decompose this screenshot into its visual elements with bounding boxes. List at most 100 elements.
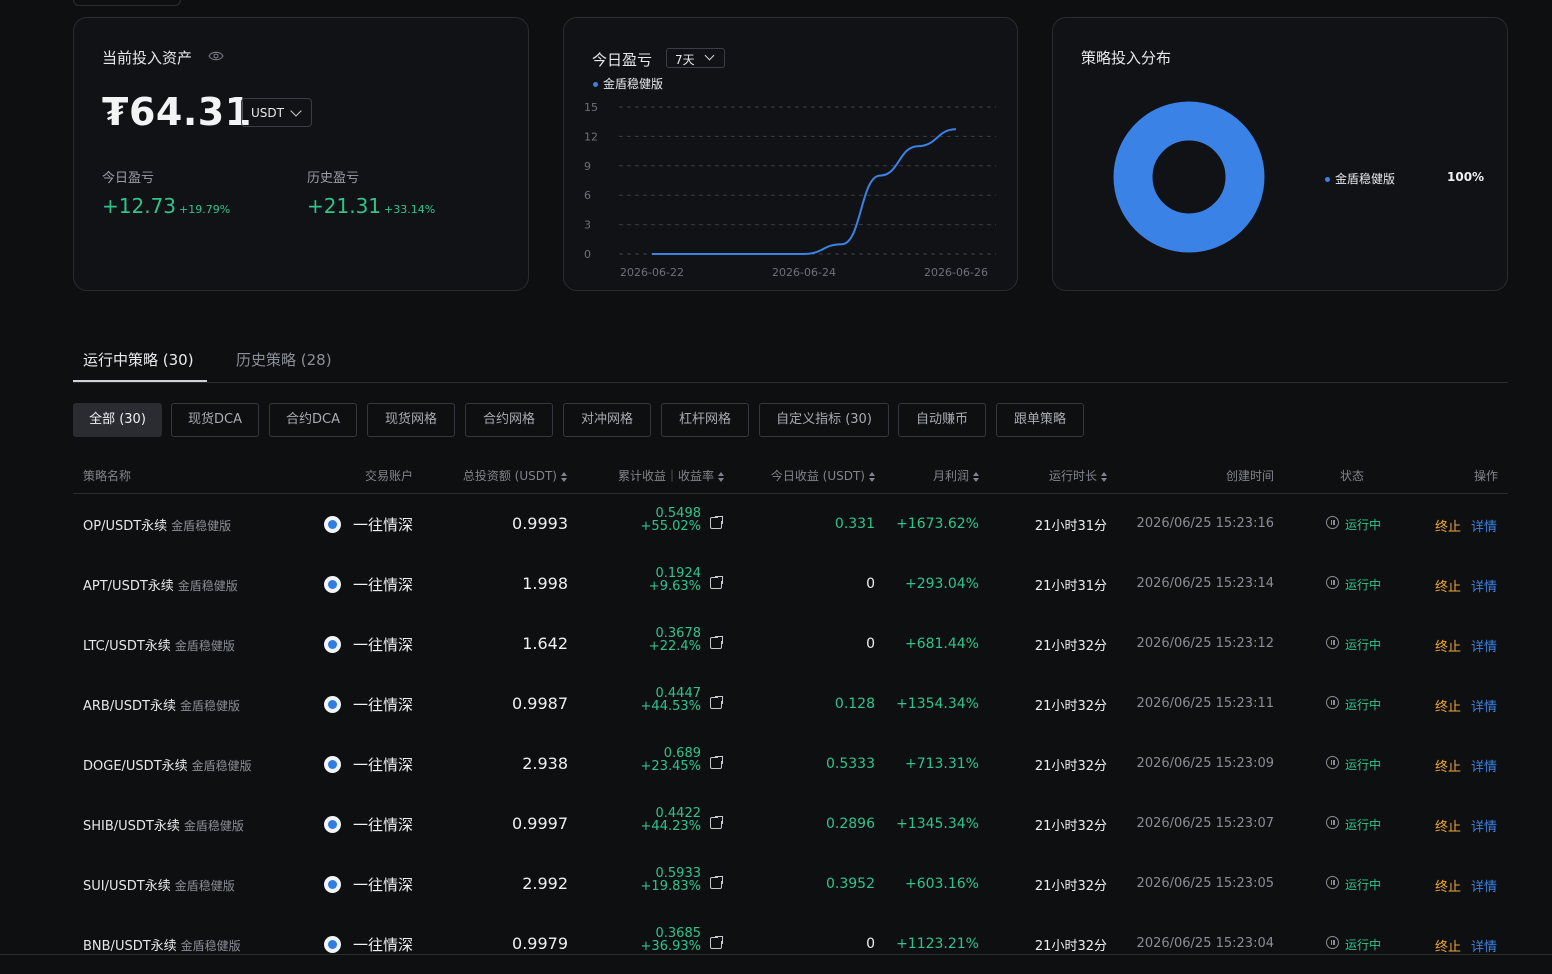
assets-title: 当前投入资产 bbox=[102, 49, 193, 67]
external-link-icon[interactable] bbox=[710, 815, 724, 829]
external-link-icon[interactable] bbox=[710, 575, 724, 589]
currency-select[interactable]: USDT bbox=[241, 98, 312, 127]
pause-icon[interactable] bbox=[1326, 576, 1339, 589]
history-pnl-value: +21.31 +33.14% bbox=[307, 194, 435, 218]
detail-button[interactable]: 详情 bbox=[1471, 820, 1498, 835]
monthly-profit: +713.31% bbox=[904, 756, 979, 772]
status-badge: 运行中 bbox=[1345, 818, 1382, 832]
created-time: 2026/06/25 15:23:11 bbox=[1136, 696, 1274, 711]
chevron-down-icon bbox=[290, 105, 302, 117]
detail-button[interactable]: 详情 bbox=[1471, 580, 1498, 595]
filter-leverage-grid[interactable]: 杠杆网格 bbox=[661, 403, 749, 437]
strategy-pair: OP/USDT永续 bbox=[83, 519, 168, 534]
external-link-icon[interactable] bbox=[710, 515, 724, 529]
filter-contract-grid[interactable]: 合约网格 bbox=[465, 403, 553, 437]
cumulative-profit: 0.4422 +44.23% bbox=[641, 807, 701, 833]
filter-auto-earn[interactable]: 自动赚币 bbox=[898, 403, 986, 437]
account-avatar-icon bbox=[324, 636, 341, 653]
detail-button[interactable]: 详情 bbox=[1471, 880, 1498, 895]
stop-button[interactable]: 终止 bbox=[1435, 880, 1462, 895]
external-link-icon[interactable] bbox=[710, 635, 724, 649]
distribution-donut-chart bbox=[1113, 101, 1265, 253]
y-tick-label: 6 bbox=[584, 189, 591, 202]
pause-icon[interactable] bbox=[1326, 516, 1339, 529]
col-today[interactable]: 今日收益 (USDT) bbox=[771, 467, 876, 484]
pause-icon[interactable] bbox=[1326, 756, 1339, 769]
today-profit: 0.3952 bbox=[826, 876, 875, 892]
eye-icon[interactable] bbox=[208, 50, 224, 62]
external-link-icon[interactable] bbox=[710, 755, 724, 769]
cumulative-percent: +36.93% bbox=[640, 939, 701, 954]
strategy-tag: 金盾稳健版 bbox=[179, 699, 240, 713]
legend-swatch bbox=[593, 82, 598, 87]
y-tick-label: 0 bbox=[584, 248, 591, 261]
strategy-name: ARB/USDT永续 金盾稳健版 bbox=[83, 695, 240, 714]
stop-button[interactable]: 终止 bbox=[1435, 760, 1462, 775]
stop-button[interactable]: 终止 bbox=[1435, 580, 1462, 595]
detail-button[interactable]: 详情 bbox=[1471, 940, 1498, 955]
cumulative-amount: 0.3678 bbox=[655, 626, 702, 641]
cumulative-amount: 0.1924 bbox=[655, 566, 702, 581]
account-name: 一往情深 bbox=[353, 516, 414, 534]
invest-amount: 0.9979 bbox=[512, 934, 568, 953]
run-duration: 21小时32分 bbox=[1034, 819, 1107, 834]
filter-all[interactable]: 全部 (30) bbox=[73, 403, 162, 437]
stop-button[interactable]: 终止 bbox=[1435, 940, 1462, 955]
col-account: 交易账户 bbox=[365, 469, 414, 483]
external-link-icon[interactable] bbox=[710, 935, 724, 949]
filter-copy-trading[interactable]: 跟单策略 bbox=[996, 403, 1084, 437]
strategy-name: SHIB/USDT永续 金盾稳健版 bbox=[83, 815, 244, 834]
tab-history[interactable]: 历史策略 (28) bbox=[236, 351, 332, 369]
pause-icon[interactable] bbox=[1326, 816, 1339, 829]
filter-spot-grid[interactable]: 现货网格 bbox=[367, 403, 455, 437]
status-badge: 运行中 bbox=[1345, 578, 1382, 592]
filter-contract-dca[interactable]: 合约DCA bbox=[269, 403, 357, 437]
external-link-icon[interactable] bbox=[710, 875, 724, 889]
strategy-name: SUI/USDT永续 金盾稳健版 bbox=[83, 875, 235, 894]
pause-icon[interactable] bbox=[1326, 876, 1339, 889]
detail-button[interactable]: 详情 bbox=[1471, 700, 1498, 715]
col-cumulative[interactable]: 累计收益｜收益率 bbox=[618, 467, 725, 484]
external-link-icon[interactable] bbox=[710, 695, 724, 709]
range-select[interactable]: 7天 bbox=[666, 48, 725, 68]
cumulative-profit: 0.1924 +9.63% bbox=[649, 567, 701, 593]
detail-button[interactable]: 详情 bbox=[1471, 520, 1498, 535]
strategy-tag: 金盾稳健版 bbox=[177, 579, 238, 593]
assets-value: ₮64.31 bbox=[102, 90, 252, 134]
series-line bbox=[652, 128, 957, 256]
status-badge: 运行中 bbox=[1345, 518, 1382, 532]
strategy-pair: SHIB/USDT永续 bbox=[83, 819, 180, 834]
col-name: 策略名称 bbox=[83, 469, 132, 483]
detail-button[interactable]: 详情 bbox=[1471, 640, 1498, 655]
pause-icon[interactable] bbox=[1326, 696, 1339, 709]
stop-button[interactable]: 终止 bbox=[1435, 820, 1462, 835]
col-duration[interactable]: 运行时长 bbox=[1049, 467, 1108, 484]
tab-running[interactable]: 运行中策略 (30) bbox=[83, 351, 194, 369]
monthly-profit: +293.04% bbox=[904, 576, 979, 592]
table-row: SHIB/USDT永续 金盾稳健版 一往情深 0.9997 0.4422 +44.23% 0… bbox=[73, 794, 1508, 854]
filter-hedge-grid[interactable]: 对冲网格 bbox=[563, 403, 651, 437]
invest-amount: 2.938 bbox=[522, 754, 568, 773]
stop-button[interactable]: 终止 bbox=[1435, 700, 1462, 715]
col-status: 状态 bbox=[1340, 469, 1365, 483]
y-tick-label: 15 bbox=[584, 101, 598, 114]
sort-icon bbox=[973, 471, 980, 482]
cumulative-percent: +23.45% bbox=[640, 759, 701, 774]
strategy-tag: 金盾稳健版 bbox=[174, 639, 235, 653]
strategy-tag: 金盾稳健版 bbox=[191, 759, 252, 773]
pause-icon[interactable] bbox=[1326, 636, 1339, 649]
today-profit: 0.2896 bbox=[826, 816, 875, 832]
filter-spot-dca[interactable]: 现货DCA bbox=[171, 403, 259, 437]
col-month[interactable]: 月利润 bbox=[933, 467, 980, 484]
pause-icon[interactable] bbox=[1326, 936, 1339, 949]
cumulative-amount: 0.4447 bbox=[655, 686, 702, 701]
detail-button[interactable]: 详情 bbox=[1471, 760, 1498, 775]
stop-button[interactable]: 终止 bbox=[1435, 520, 1462, 535]
stop-button[interactable]: 终止 bbox=[1435, 640, 1462, 655]
table-row: DOGE/USDT永续 金盾稳健版 一往情深 2.938 0.689 +23.45% 0.5… bbox=[73, 734, 1508, 794]
tab-active-indicator bbox=[73, 380, 207, 382]
cumulative-profit: 0.3678 +22.4% bbox=[649, 627, 701, 653]
filter-custom-indicator[interactable]: 自定义指标 (30) bbox=[759, 403, 889, 437]
col-invest[interactable]: 总投资额 (USDT) bbox=[463, 467, 568, 484]
created-time: 2026/06/25 15:23:05 bbox=[1136, 876, 1274, 891]
